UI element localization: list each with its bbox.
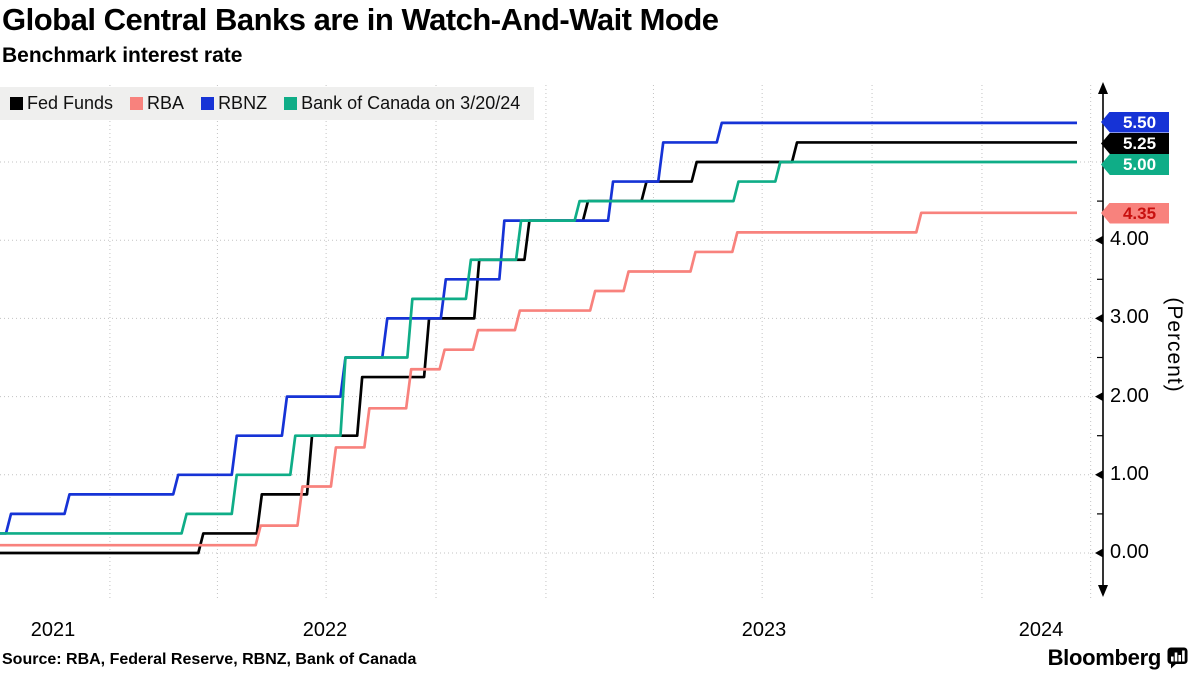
legend-item-rba: RBA xyxy=(130,93,184,114)
bloomberg-branding: Bloomberg xyxy=(1048,645,1188,671)
y-axis-major-tick xyxy=(1095,470,1103,480)
series-line-rbnz xyxy=(0,121,1077,535)
series-line-fed-funds xyxy=(0,141,1077,555)
legend-item-bank-of-canada-on-3-20-24: Bank of Canada on 3/20/24 xyxy=(284,93,520,114)
page-title: Global Central Banks are in Watch-And-Wa… xyxy=(2,2,719,37)
legend-swatch xyxy=(201,97,215,110)
y-axis-major-tick xyxy=(1095,235,1103,245)
y-axis-bottom-arrow xyxy=(1098,585,1108,597)
bloomberg-terminal-icon xyxy=(1167,647,1188,669)
series-line-bank-of-canada xyxy=(0,160,1077,535)
y-axis-top-arrow xyxy=(1098,82,1108,94)
legend-item-rbnz: RBNZ xyxy=(201,93,267,114)
legend-label: RBA xyxy=(147,93,185,113)
y-axis-major-tick xyxy=(1095,392,1103,402)
chart-subtitle: Benchmark interest rate xyxy=(2,44,243,67)
bloomberg-wordmark: Bloomberg xyxy=(1047,645,1162,670)
legend-label: RBNZ xyxy=(218,93,268,113)
legend-swatch xyxy=(10,97,23,110)
legend-item-fed-funds: Fed Funds xyxy=(10,93,113,114)
series-line-rba xyxy=(0,211,1077,547)
chart-legend: Fed Funds RBA RBNZ Bank of Canada on 3/20/2… xyxy=(0,87,535,120)
legend-label: Bank of Canada on 3/20/24 xyxy=(301,93,521,113)
legend-swatch xyxy=(284,97,298,110)
source-note: Source: RBA, Federal Reserve, RBNZ, Bank… xyxy=(2,651,417,668)
legend-swatch xyxy=(130,97,144,110)
y-axis-major-tick xyxy=(1095,313,1103,323)
legend-label: Fed Funds xyxy=(27,93,114,113)
y-axis-major-tick xyxy=(1095,548,1103,558)
